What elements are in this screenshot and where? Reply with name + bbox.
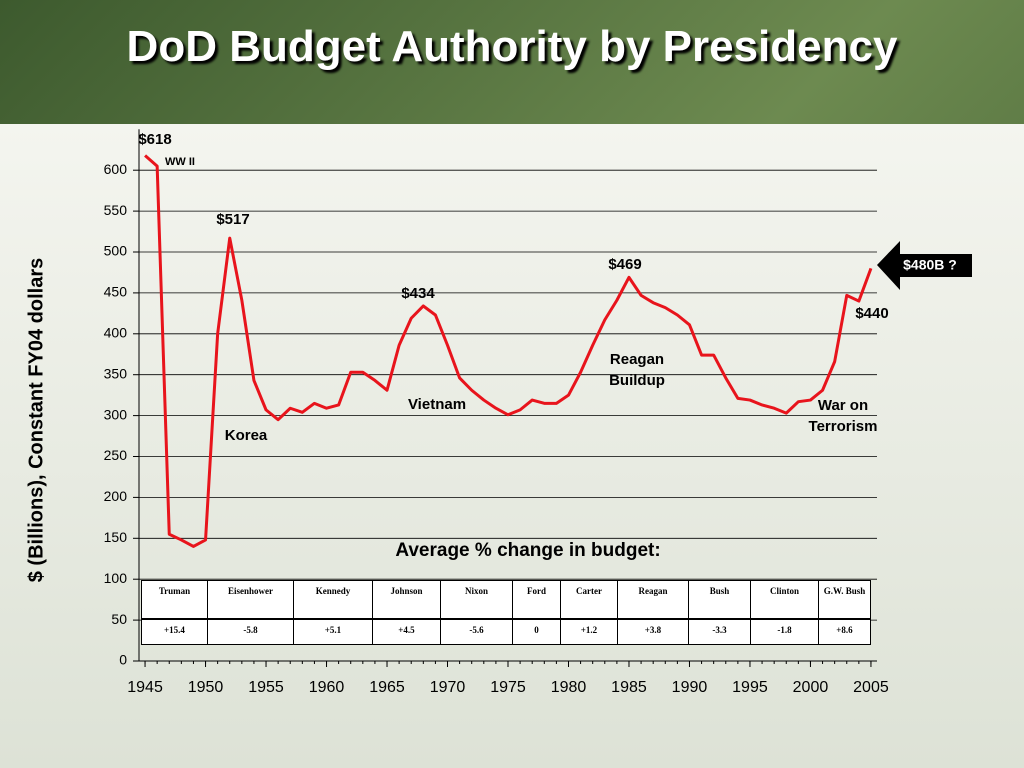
- data-line: [144, 154, 873, 548]
- y-tick-label: 250: [104, 447, 128, 463]
- annotation: Reagan: [610, 351, 664, 368]
- chart-title: DoD Budget Authority by Presidency: [126, 22, 898, 71]
- table-value: -1.8: [750, 618, 819, 645]
- annotation: Terrorism: [809, 418, 878, 435]
- table-header: Carter: [560, 580, 618, 620]
- x-tick-label: 1970: [430, 679, 466, 696]
- table-header: Truman: [141, 580, 208, 620]
- callout-label: $480B ?: [903, 257, 957, 273]
- x-tick-label: 1980: [551, 679, 587, 696]
- annotation: Vietnam: [408, 396, 466, 413]
- y-tick-label: 300: [104, 406, 128, 422]
- table-header: Reagan: [617, 580, 689, 620]
- table-title: Average % change in budget:: [395, 540, 660, 561]
- y-tick-label: 550: [104, 202, 128, 218]
- table-value: +15.4: [141, 618, 208, 645]
- callout-arrow: [877, 241, 972, 290]
- table-value: +5.1: [293, 618, 373, 645]
- table-header: Nixon: [440, 580, 513, 620]
- y-tick-label: 450: [104, 284, 128, 300]
- y-tick-label: 200: [104, 488, 128, 504]
- y-tick-label: 100: [104, 570, 128, 586]
- x-tick-label: 1985: [611, 679, 647, 696]
- annotation: $434: [401, 285, 435, 302]
- table-header: Ford: [512, 580, 561, 620]
- x-tick-label: 1960: [309, 679, 345, 696]
- y-tick-label: 350: [104, 365, 128, 381]
- y-tick-label: 500: [104, 243, 128, 259]
- table-header: Johnson: [372, 580, 441, 620]
- x-tick-label: 1975: [490, 679, 526, 696]
- table-header: Clinton: [750, 580, 819, 620]
- change-table: Truman Eisenhower Kennedy Johnson Nixon Ford C…: [141, 580, 871, 645]
- table-header: Bush: [688, 580, 751, 620]
- table-value: 0: [512, 618, 561, 645]
- x-tick-label: 1945: [127, 679, 163, 696]
- table-header: Kennedy: [293, 580, 373, 620]
- table-value: +1.2: [560, 618, 618, 645]
- x-tick-label: 1995: [732, 679, 768, 696]
- annotation: $469: [608, 256, 641, 273]
- table-value: -5.6: [440, 618, 513, 645]
- y-axis-label: $ (Billions), Constant FY04 dollars: [25, 258, 47, 583]
- table-value: -5.8: [207, 618, 294, 645]
- annotation: Buildup: [609, 372, 665, 389]
- y-tick-label: 50: [111, 611, 127, 627]
- table-value: +8.6: [818, 618, 871, 645]
- x-tick-label: 2000: [793, 679, 829, 696]
- table-header: Eisenhower: [207, 580, 294, 620]
- y-tick-label: 0: [119, 652, 127, 668]
- table-value: +3.8: [617, 618, 689, 645]
- x-tick-label: 1990: [672, 679, 708, 696]
- y-tick-label: 150: [104, 529, 128, 545]
- y-tick-label: 400: [104, 325, 128, 341]
- x-tick-label: 1950: [188, 679, 224, 696]
- annotation: WW II: [165, 156, 195, 168]
- table-value: +4.5: [372, 618, 441, 645]
- x-tick-label: 2005: [853, 679, 889, 696]
- annotation: $440: [855, 305, 888, 322]
- x-tick-label: 1965: [369, 679, 405, 696]
- table-value: -3.3: [688, 618, 751, 645]
- annotation: Korea: [225, 427, 268, 444]
- annotation: War on: [818, 397, 868, 414]
- y-tick-label: 600: [104, 161, 128, 177]
- annotation: $618: [138, 131, 171, 148]
- table-header: G.W. Bush: [818, 580, 871, 620]
- annotation: $517: [216, 211, 249, 228]
- x-tick-label: 1955: [248, 679, 284, 696]
